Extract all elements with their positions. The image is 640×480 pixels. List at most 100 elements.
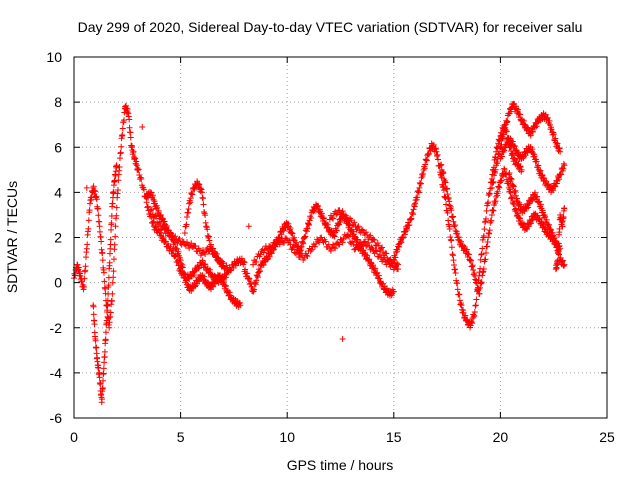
series-track-i (326, 207, 402, 270)
data-point (298, 243, 305, 250)
data-point (510, 182, 517, 189)
data-point (444, 191, 451, 198)
data-point (537, 201, 544, 208)
data-point (199, 257, 206, 264)
data-point (367, 232, 374, 239)
data-point (448, 207, 455, 214)
data-point (355, 245, 362, 252)
data-point (394, 246, 401, 253)
data-point (110, 256, 117, 263)
data-point (559, 258, 566, 265)
data-point (529, 146, 536, 153)
data-point (404, 227, 411, 234)
data-point (371, 236, 378, 243)
data-point (439, 168, 446, 175)
data-point (90, 303, 97, 310)
data-point (449, 252, 456, 259)
data-point (452, 227, 459, 234)
data-point (412, 200, 419, 207)
data-point (98, 238, 105, 245)
data-point (301, 234, 308, 241)
data-point (299, 239, 306, 246)
data-point (99, 384, 106, 391)
data-point (183, 276, 190, 283)
data-point (198, 189, 205, 196)
data-point (415, 187, 422, 194)
data-point (336, 207, 343, 214)
data-point (149, 220, 156, 227)
data-point (511, 206, 518, 213)
data-point (238, 255, 245, 262)
data-point (447, 203, 454, 210)
data-point (514, 210, 521, 217)
data-point (420, 170, 427, 177)
data-point (111, 177, 118, 184)
data-point (288, 230, 295, 237)
data-point (544, 182, 551, 189)
data-point (285, 220, 292, 227)
data-point (324, 221, 331, 228)
data-point (95, 212, 102, 219)
data-point (542, 213, 549, 220)
axis-ticks: 0 5 10 15 20 25 -6 -4 -2 0 2 4 6 8 10 (46, 49, 615, 445)
data-point (390, 288, 397, 295)
data-point (542, 111, 549, 118)
data-point (378, 245, 385, 252)
data-point (181, 270, 188, 277)
data-point (484, 243, 491, 250)
series-track-g (241, 201, 397, 299)
data-point (410, 206, 417, 213)
data-point (293, 239, 300, 246)
data-point (195, 265, 202, 272)
data-point (290, 236, 297, 243)
data-point (257, 251, 264, 258)
data-point (470, 267, 477, 274)
data-point (502, 126, 509, 133)
data-point (135, 166, 142, 173)
data-point (375, 242, 382, 249)
data-point (126, 116, 133, 123)
data-point (358, 226, 365, 233)
data-point (448, 237, 455, 244)
data-point (454, 280, 461, 287)
data-point (449, 213, 456, 220)
data-point (561, 162, 568, 169)
data-point (208, 245, 215, 252)
data-point (322, 238, 329, 245)
data-point (551, 136, 558, 143)
data-point (188, 190, 195, 197)
data-point (74, 261, 81, 268)
data-point (495, 183, 502, 190)
data-point (510, 183, 517, 190)
data-point (517, 111, 524, 118)
data-point (130, 148, 137, 155)
data-point (105, 290, 112, 297)
data-point (187, 195, 194, 202)
data-point (508, 175, 515, 182)
data-point (260, 262, 267, 269)
data-point (202, 219, 209, 226)
data-point (496, 184, 503, 191)
data-point (487, 185, 494, 192)
data-point (550, 187, 557, 194)
data-point (226, 289, 233, 296)
data-point (421, 165, 428, 172)
data-point (265, 247, 272, 254)
data-point (456, 297, 463, 304)
data-point (186, 245, 193, 252)
data-point (489, 206, 496, 213)
data-point (472, 302, 479, 309)
data-point (556, 251, 563, 258)
data-point (245, 223, 252, 230)
data-point (132, 155, 139, 162)
data-point (102, 329, 109, 336)
data-point (290, 244, 297, 251)
data-point (543, 178, 550, 185)
data-point (469, 263, 476, 270)
data-point (201, 261, 208, 268)
data-point (100, 377, 107, 384)
data-point (425, 150, 432, 157)
data-point (112, 233, 119, 240)
data-point (481, 226, 488, 233)
